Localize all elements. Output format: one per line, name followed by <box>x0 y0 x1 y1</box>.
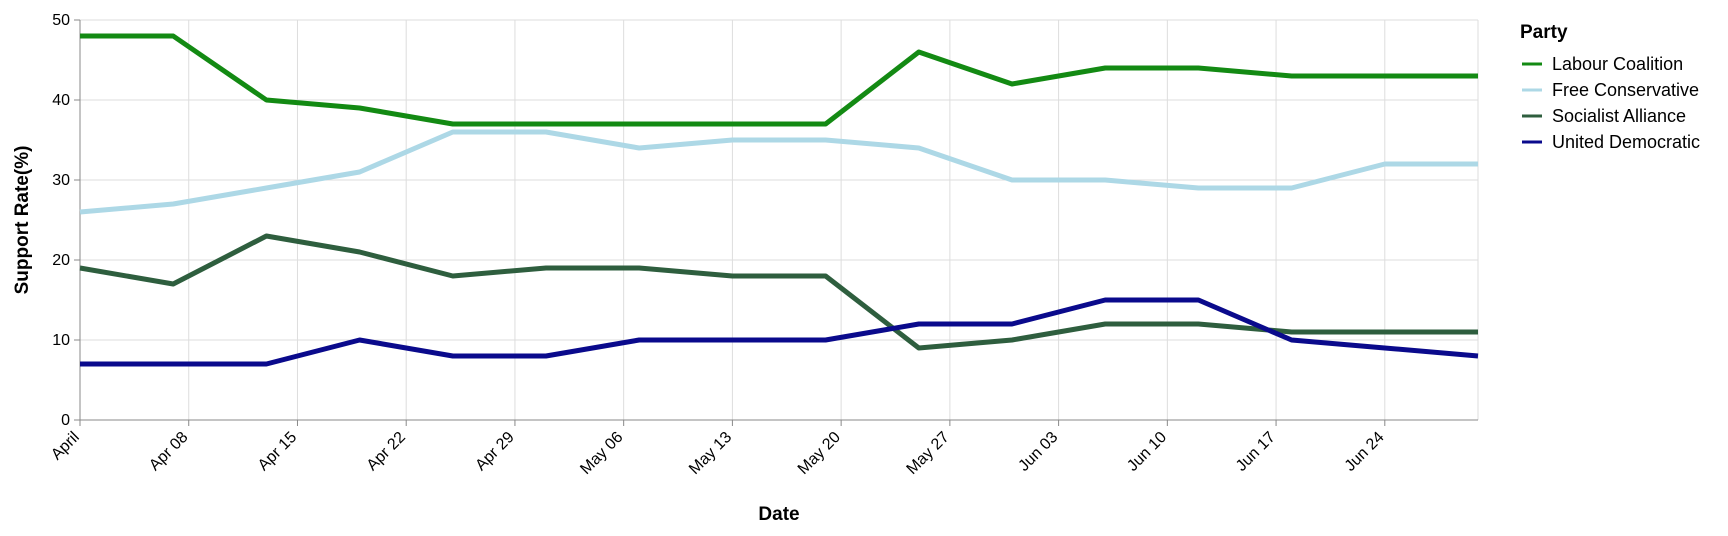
x-tick-label: Jun 03 <box>1015 429 1061 475</box>
x-tick-label: Apr 22 <box>364 429 409 474</box>
series-line-free-conservative <box>79 129 1478 215</box>
y-axis-title: Support Rate(%) <box>12 146 33 295</box>
legend-label-socialist-alliance: Socialist Alliance <box>1552 106 1686 126</box>
legend: Party Labour Coalition Free Conservative S… <box>1520 22 1700 152</box>
x-tick-label: Apr 15 <box>255 429 300 474</box>
y-tick-label: 50 <box>52 12 70 29</box>
legend-label-labour-coalition: Labour Coalition <box>1552 54 1683 74</box>
series-line-socialist-alliance <box>79 233 1478 351</box>
x-tick-label: Jun 17 <box>1233 429 1279 475</box>
y-tick-label: 0 <box>61 412 70 429</box>
x-tick-label: Jun 24 <box>1342 429 1388 475</box>
series-lines <box>79 33 1479 367</box>
grid <box>79 19 1479 421</box>
x-tick-label: May 27 <box>904 429 953 478</box>
y-tick-label: 40 <box>52 92 70 109</box>
series-line-united-democratic <box>80 297 1479 367</box>
x-tick-label: Apr 29 <box>472 429 517 474</box>
x-tick-label: May 13 <box>686 429 735 478</box>
x-tick-label: Apr 08 <box>146 429 191 474</box>
axes <box>74 19 1478 426</box>
x-tick-label: April <box>48 429 83 464</box>
x-axis-title: Date <box>758 504 799 525</box>
legend-title: Party <box>1520 22 1568 43</box>
legend-label-free-conservative: Free Conservative <box>1552 80 1699 100</box>
x-tick-label: Jun 10 <box>1124 429 1170 475</box>
x-tick-label: May 20 <box>795 429 844 478</box>
y-tick-label: 10 <box>52 332 70 349</box>
legend-label-united-democratic: United Democratic <box>1552 132 1700 152</box>
x-tick-label: May 06 <box>577 429 626 478</box>
y-tick-label: 30 <box>52 172 70 189</box>
series-line-labour-coalition <box>80 33 1478 127</box>
y-tick-label: 20 <box>52 252 70 269</box>
